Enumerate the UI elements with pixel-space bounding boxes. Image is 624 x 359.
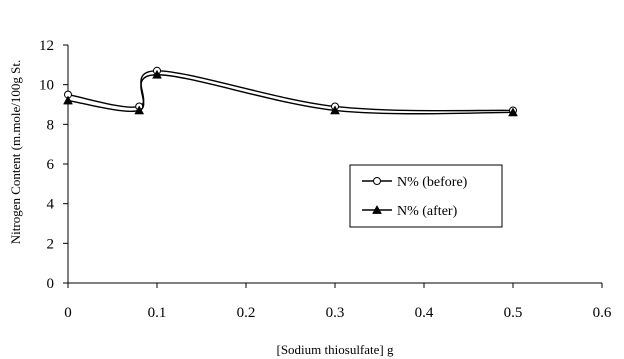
data-point	[63, 95, 73, 105]
series-before	[64, 66, 517, 115]
x-tick-label: 0.5	[504, 305, 523, 321]
series-line	[67, 70, 514, 112]
y-tick-label: 10	[39, 78, 54, 94]
data-point	[134, 105, 145, 115]
x-tick-label: 0.1	[148, 305, 167, 321]
legend: N% (before) N% (after)	[349, 164, 503, 228]
x-tick-label: 0.3	[326, 305, 345, 321]
y-tick-label: 6	[47, 157, 55, 173]
y-tick-label: 0	[47, 276, 55, 292]
x-tick-label: 0.4	[415, 305, 434, 321]
legend-label: N% (after)	[397, 204, 458, 219]
series-after	[63, 69, 518, 117]
y-tick-label: 12	[39, 38, 54, 54]
legend-marker	[372, 204, 382, 214]
data-point	[508, 107, 518, 117]
series-line	[67, 74, 514, 115]
legend-entry-after: N% (after)	[362, 204, 458, 219]
y-tick-label: 8	[47, 117, 55, 133]
x-axis-ticks: 0 0.1 0.2 0.3 0.4 0.5 0.6	[64, 283, 612, 321]
x-tick-label: 0.6	[593, 305, 612, 321]
legend-label: N% (before)	[397, 175, 468, 190]
x-axis-title: [Sodium thiosulfate] g	[277, 342, 394, 357]
data-point	[330, 105, 340, 115]
legend-entry-before: N% (before)	[362, 175, 468, 190]
x-tick-label: 0	[64, 305, 72, 321]
legend-marker	[373, 177, 381, 185]
series-layer	[63, 66, 518, 117]
x-tick-label: 0.2	[237, 305, 256, 321]
axes	[67, 45, 602, 284]
legend-box	[349, 164, 503, 228]
y-axis-ticks: 0 2 4 6 8 10 12	[39, 38, 68, 292]
y-tick-label: 4	[47, 197, 55, 213]
data-point	[152, 69, 162, 79]
y-axis-title: Nitrogen Content (m.mole/100g St.	[8, 60, 23, 245]
y-tick-label: 2	[47, 236, 55, 252]
